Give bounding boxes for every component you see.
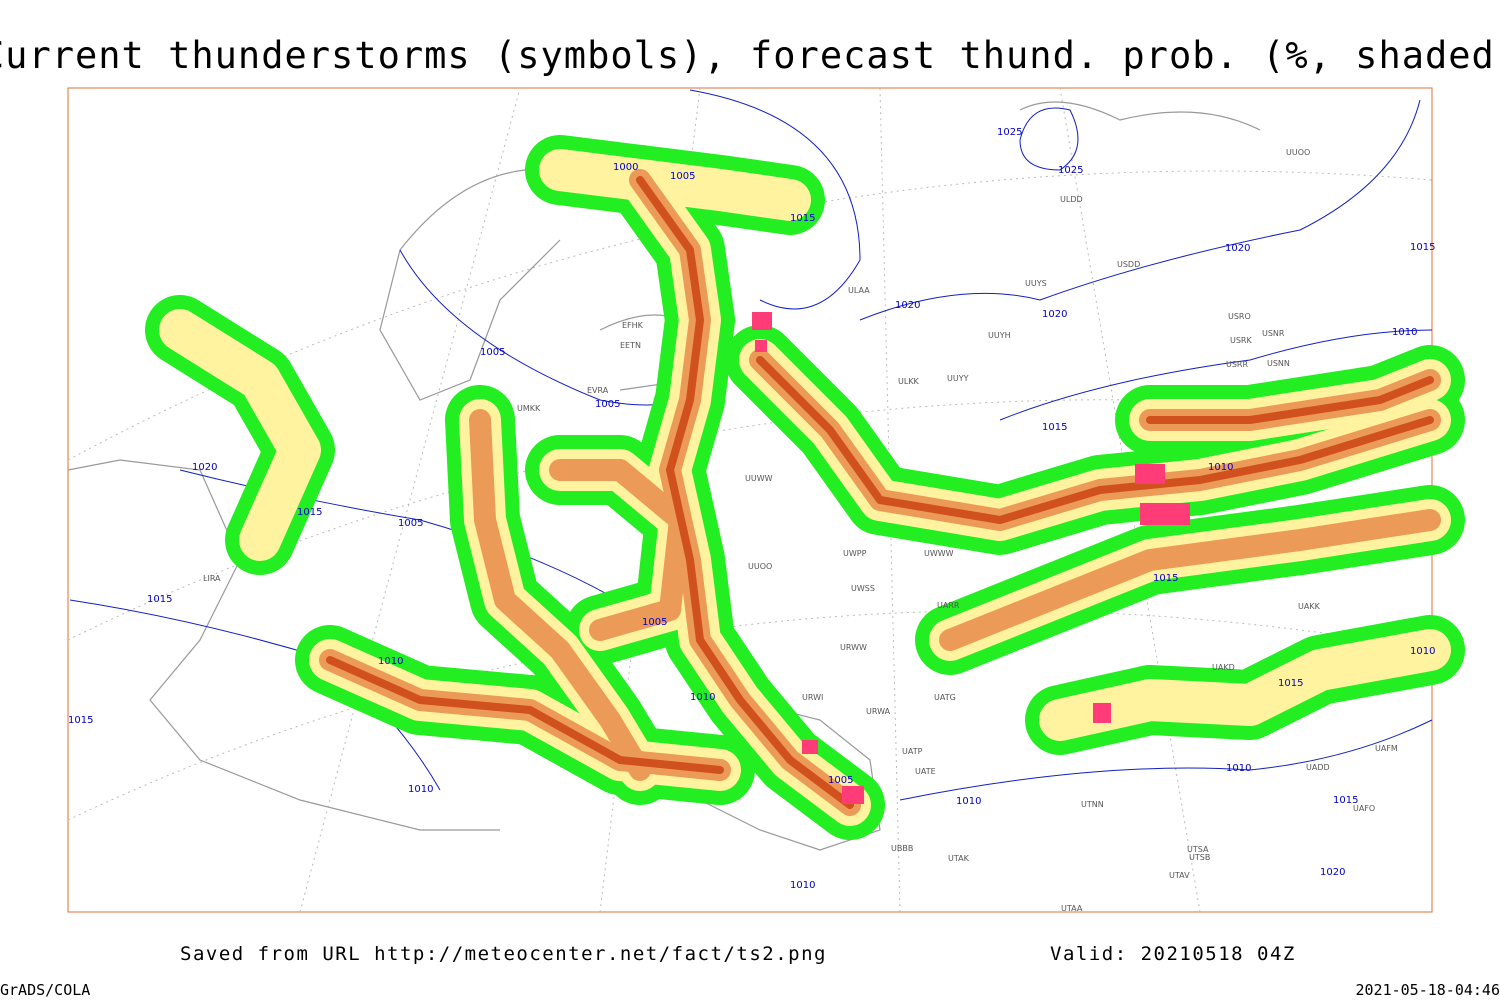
station-label: ULKK bbox=[898, 377, 920, 386]
isobar-label: 1025 bbox=[997, 127, 1022, 138]
title: Current thunderstorms (symbols), forecas… bbox=[0, 34, 1500, 77]
station-label: EVRA bbox=[587, 386, 609, 395]
station-label: USNR bbox=[1262, 329, 1285, 338]
station-label: UTAV bbox=[1169, 871, 1190, 880]
isobar-label: 1010 bbox=[790, 880, 815, 891]
isobar-label: 1015 bbox=[68, 715, 93, 726]
isobar-label: 1005 bbox=[480, 347, 505, 358]
station-label: ULDD bbox=[1060, 195, 1083, 204]
station-label: UADD bbox=[1306, 763, 1330, 772]
station-label: UAKK bbox=[1298, 602, 1321, 611]
credit: GrADS/COLA bbox=[0, 981, 90, 999]
station-label: URWW bbox=[840, 643, 867, 652]
station-label: URWA bbox=[866, 707, 891, 716]
isobar-label: 1005 bbox=[642, 617, 667, 628]
isobar-label: 1015 bbox=[1410, 242, 1435, 253]
station-label: UWPP bbox=[843, 549, 867, 558]
station-label: UATG bbox=[934, 693, 956, 702]
isobar-label: 1010 bbox=[1226, 763, 1251, 774]
station-label: UUYS bbox=[1025, 279, 1047, 288]
station-label: UATP bbox=[902, 747, 923, 756]
timestamp: 2021-05-18-04:46 bbox=[1356, 981, 1500, 999]
station-label: EFHK bbox=[622, 321, 644, 330]
station-label: UTAK bbox=[948, 854, 970, 863]
isobar-label: 1005 bbox=[828, 775, 853, 786]
isobar-label: 1010 bbox=[378, 656, 403, 667]
station-label: USDD bbox=[1117, 260, 1140, 269]
station-label: UTNN bbox=[1081, 800, 1104, 809]
station-label: UTSA bbox=[1187, 845, 1209, 854]
station-label: UUOO bbox=[1286, 148, 1310, 157]
station-label: UBBB bbox=[891, 844, 913, 853]
station-label: USRR bbox=[1226, 360, 1248, 369]
isobar-label: 1005 bbox=[670, 171, 695, 182]
thunderstorm-symbols bbox=[752, 312, 1190, 804]
station-label: UAKD bbox=[1212, 663, 1235, 672]
isobar-label: 1005 bbox=[398, 518, 423, 529]
isobar-label: 1015 bbox=[1153, 573, 1178, 584]
isobar-label: 1020 bbox=[1225, 243, 1250, 254]
station-label: EETN bbox=[620, 341, 641, 350]
isobar-label: 1025 bbox=[1058, 165, 1083, 176]
station-label: UMKK bbox=[517, 404, 541, 413]
isobar-label: 1015 bbox=[1278, 678, 1303, 689]
station-label: USRO bbox=[1228, 312, 1251, 321]
isobar-label: 1020 bbox=[1320, 867, 1345, 878]
station-label: UTAA bbox=[1061, 904, 1083, 913]
isobar-label: 1015 bbox=[1333, 795, 1358, 806]
station-label: USRK bbox=[1230, 336, 1252, 345]
station-label: UWWW bbox=[924, 549, 954, 558]
isobar-label: 1010 bbox=[956, 796, 981, 807]
isobar-label: 1010 bbox=[408, 784, 433, 795]
isobar-label: 1005 bbox=[595, 399, 620, 410]
station-label: UATE bbox=[915, 767, 936, 776]
isobar-label: 1020 bbox=[192, 462, 217, 473]
valid-time: Valid: 20210518 04Z bbox=[1050, 943, 1296, 965]
isobar-label: 1020 bbox=[1042, 309, 1067, 320]
station-label: UTSB bbox=[1189, 853, 1210, 862]
station-label: UAFM bbox=[1375, 744, 1398, 753]
isobar-label: 1010 bbox=[1208, 462, 1233, 473]
station-label: USNN bbox=[1267, 359, 1290, 368]
isobar-label: 1015 bbox=[1042, 422, 1067, 433]
isobar-label: 1015 bbox=[790, 213, 815, 224]
isobar-label: 1015 bbox=[147, 594, 172, 605]
isobar-label: 1010 bbox=[1410, 646, 1435, 657]
station-label: UAFO bbox=[1353, 804, 1375, 813]
station-label: UUWW bbox=[745, 474, 773, 483]
station-label: LIRA bbox=[203, 574, 221, 583]
isobar-label: 1020 bbox=[895, 300, 920, 311]
saved-url: Saved from URL http://meteocenter.net/fa… bbox=[180, 943, 827, 965]
station-label: UARR bbox=[937, 601, 960, 610]
isobar-label: 1000 bbox=[613, 162, 638, 173]
station-label: UWSS bbox=[851, 584, 875, 593]
station-label: UUYH bbox=[988, 331, 1011, 340]
station-label: UUOO bbox=[748, 562, 772, 571]
station-label: UUYY bbox=[947, 374, 969, 383]
station-label: URWI bbox=[802, 693, 823, 702]
isobar-label: 1010 bbox=[690, 692, 715, 703]
coastlines bbox=[67, 101, 1261, 851]
isobar-label: 1015 bbox=[297, 507, 322, 518]
station-label: ULAA bbox=[848, 286, 870, 295]
isobar-label: 1010 bbox=[1392, 327, 1417, 338]
